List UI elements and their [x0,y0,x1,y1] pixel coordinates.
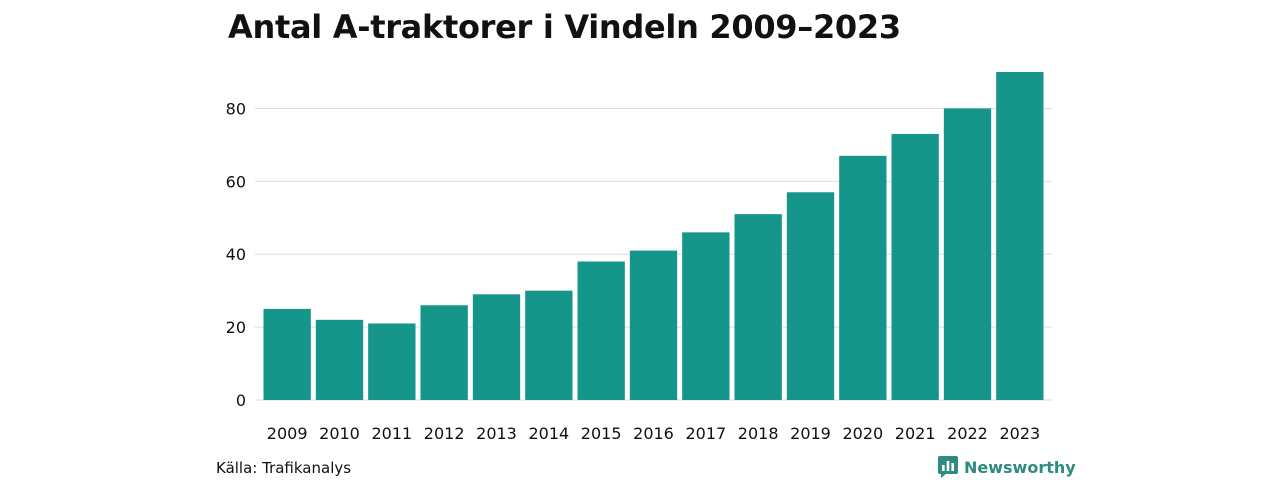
bar-2014 [525,290,573,400]
bar-2015 [577,261,625,400]
bar-2012 [420,305,468,400]
bar-2011 [368,323,416,400]
x-tick-label: 2015 [581,424,622,443]
x-tick-label: 2009 [267,424,308,443]
bar-chart-speech-bubble-icon [938,456,958,478]
newsworthy-logo: Newsworthy [938,456,1076,478]
bars [263,72,1044,400]
x-tick-label: 2013 [476,424,517,443]
x-tick-label: 2011 [371,424,412,443]
y-tick-label: 20 [226,318,246,337]
source-note: Källa: Trafikanalys [216,459,352,477]
chart-title: Antal A-traktorer i Vindeln 2009–2023 [228,8,901,46]
x-tick-label: 2018 [738,424,779,443]
x-axis-tick-labels: 2009 2010 2011 2012 2013 2014 2015 2016 2017 2018… [267,424,1040,443]
x-tick-label: 2014 [528,424,569,443]
y-tick-label: 40 [226,245,246,264]
bar-2017 [682,232,730,400]
bar-2023 [996,72,1044,400]
bar-2022 [943,108,992,400]
brand-name: Newsworthy [964,457,1076,477]
x-tick-label: 2017 [685,424,726,443]
bar-2018 [734,214,782,400]
bar-2016 [629,250,678,400]
x-tick-label: 2022 [947,424,988,443]
bar-2021 [891,133,939,400]
x-tick-label: 2016 [633,424,674,443]
bar-2019 [786,192,835,400]
bar-2013 [472,294,521,400]
x-tick-label: 2021 [895,424,936,443]
x-tick-label: 2020 [842,424,883,443]
x-tick-label: 2012 [424,424,465,443]
bar-2010 [315,319,364,400]
bar-2020 [839,155,887,400]
x-tick-label: 2010 [319,424,360,443]
y-tick-label: 60 [226,172,246,191]
y-axis-tick-labels: 0 20 40 60 80 [226,99,246,410]
x-tick-label: 2023 [999,424,1040,443]
bar-2009 [263,308,311,400]
x-tick-label: 2019 [790,424,831,443]
y-tick-label: 0 [236,391,246,410]
y-tick-label: 80 [226,99,246,118]
